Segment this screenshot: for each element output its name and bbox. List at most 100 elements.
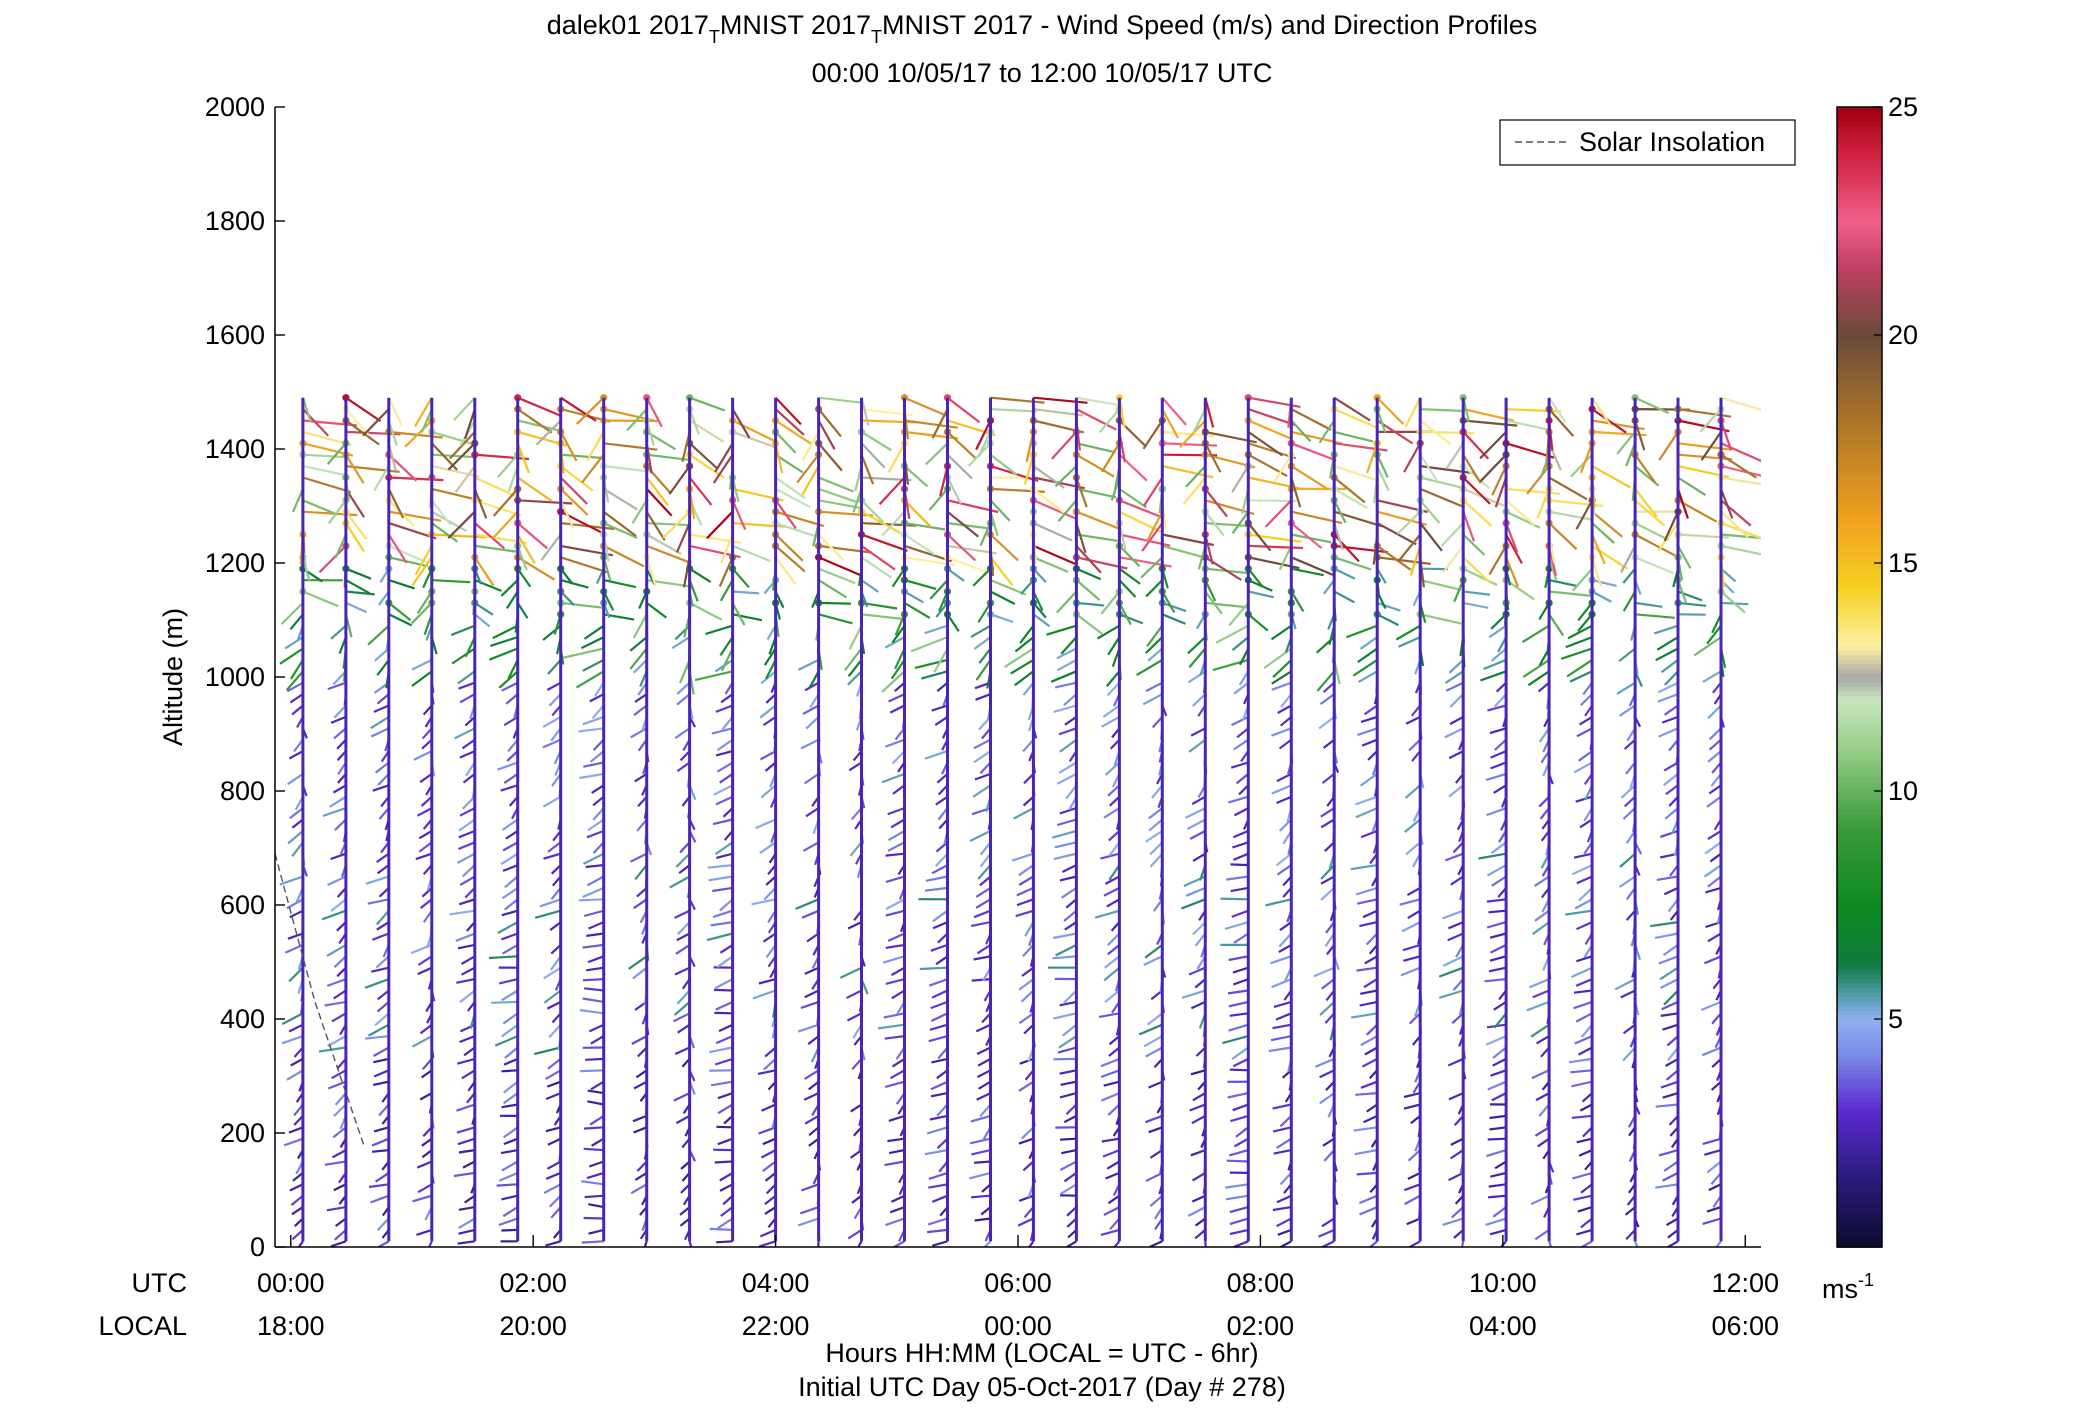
wind-barb <box>1321 978 1335 990</box>
wind-barb <box>1102 1149 1120 1158</box>
wind-barb <box>1142 419 1164 450</box>
colorbar-band <box>1837 704 1882 710</box>
colorbar-band <box>1837 458 1882 464</box>
wind-barb <box>1664 807 1679 820</box>
wind-barb <box>889 1206 905 1214</box>
wind-barb <box>1657 693 1679 703</box>
wind-barb <box>720 534 734 564</box>
colorbar-tick-label: 20 <box>1888 320 1918 350</box>
wind-barb <box>547 1137 562 1146</box>
wind-barb <box>715 704 733 713</box>
wind-barb <box>1405 715 1421 725</box>
wind-barb <box>548 1194 562 1208</box>
wind-barb <box>334 1092 347 1106</box>
wind-barb <box>977 864 992 880</box>
wind-barb <box>560 579 589 589</box>
wind-barb <box>411 658 433 671</box>
wind-barb <box>1020 989 1035 1003</box>
wind-barb <box>732 430 776 449</box>
wind-barb <box>989 556 1014 586</box>
wind-barb <box>603 465 651 473</box>
wind-barb <box>903 601 931 619</box>
wind-barb <box>376 693 390 705</box>
wind-barb <box>1706 625 1722 645</box>
wind-barb <box>1161 613 1186 625</box>
wind-barb <box>1398 636 1421 648</box>
wind-barb <box>1653 624 1679 635</box>
wind-barb <box>881 510 906 537</box>
wind-barb <box>1661 1000 1679 1011</box>
wind-barb <box>679 1206 691 1216</box>
wind-barb <box>1359 773 1378 787</box>
wind-barb <box>1107 636 1121 656</box>
wind-barb <box>1204 511 1225 537</box>
colorbar-band <box>1837 708 1882 715</box>
wind-barb <box>764 761 777 772</box>
colorbar-band <box>1837 266 1882 272</box>
wind-barb <box>501 943 519 955</box>
wind-barb <box>989 590 1016 605</box>
wind-barb <box>774 419 812 445</box>
wind-barb <box>1144 829 1163 843</box>
wind-barb <box>1438 966 1464 978</box>
wind-barb <box>1534 1228 1550 1241</box>
wind-barb <box>714 442 734 473</box>
colorbar-band <box>1837 403 1882 409</box>
wind-barb <box>1363 978 1378 989</box>
wind-barb <box>752 989 776 1000</box>
wind-barb <box>1101 1137 1120 1143</box>
wind-barb <box>928 1171 948 1180</box>
wind-barb <box>503 1126 519 1139</box>
wind-barb <box>543 966 562 980</box>
wind-barb <box>329 795 347 808</box>
wind-barb <box>590 1080 605 1091</box>
wind-barb <box>1187 670 1206 684</box>
wind-barb <box>935 795 949 806</box>
wind-barb <box>846 989 862 999</box>
wind-barb <box>559 499 575 529</box>
wind-barb <box>1204 579 1217 602</box>
wind-barb <box>1492 1057 1507 1067</box>
wind-barb <box>1527 670 1550 687</box>
colorbar-band <box>1837 1078 1882 1084</box>
wind-barb <box>990 408 1037 413</box>
wind-barb <box>1526 1000 1550 1012</box>
wind-barb <box>1355 795 1378 806</box>
wind-barb <box>1236 727 1249 739</box>
wind-barb <box>1333 499 1347 524</box>
wind-barb <box>1100 852 1120 860</box>
wind-barb <box>761 1103 777 1112</box>
wind-barb <box>1333 487 1368 510</box>
wind-barb <box>1573 852 1593 859</box>
wind-barb <box>1677 476 1707 497</box>
wind-barb <box>1107 784 1121 797</box>
wind-barb <box>720 1206 734 1217</box>
wind-barb <box>1215 624 1249 644</box>
wind-barb <box>517 396 562 418</box>
colorbar-band <box>1837 654 1882 660</box>
wind-barb <box>1106 898 1120 908</box>
wind-barb <box>679 1217 691 1227</box>
local-tick-label: 20:00 <box>499 1311 567 1341</box>
wind-barb <box>410 602 433 625</box>
wind-barb <box>463 1046 476 1057</box>
wind-barb <box>1655 1103 1679 1108</box>
wind-barb <box>1658 727 1679 738</box>
wind-barb <box>904 396 949 418</box>
wind-barb <box>718 556 734 588</box>
colorbar-band <box>1837 453 1882 459</box>
wind-barb <box>1247 419 1293 440</box>
wind-barb <box>808 1137 820 1147</box>
wind-barb <box>1410 1115 1421 1125</box>
wind-barb <box>1019 1057 1034 1065</box>
wind-barb <box>421 727 433 740</box>
wind-barb <box>492 488 519 517</box>
wind-barb <box>1493 693 1507 708</box>
wind-barb <box>1548 590 1592 597</box>
colorbar-band <box>1837 480 1882 487</box>
colorbar-band <box>1837 353 1882 359</box>
colorbar-band <box>1837 1110 1882 1116</box>
wind-barb <box>1360 1035 1378 1047</box>
colorbar-band <box>1837 517 1882 523</box>
wind-barb <box>731 499 747 531</box>
